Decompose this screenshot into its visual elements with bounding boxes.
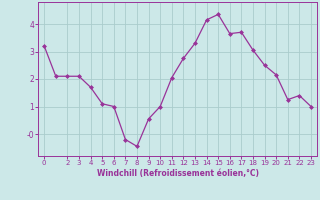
X-axis label: Windchill (Refroidissement éolien,°C): Windchill (Refroidissement éolien,°C): [97, 169, 259, 178]
